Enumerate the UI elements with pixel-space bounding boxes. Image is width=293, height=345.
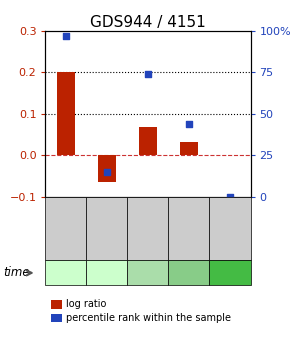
Text: time: time <box>3 266 30 279</box>
Bar <box>180 141 198 155</box>
Text: 0 d: 0 d <box>57 268 75 278</box>
Point <box>105 169 109 175</box>
Text: 1 d: 1 d <box>98 268 116 278</box>
Bar <box>139 127 157 155</box>
Text: GSM13766: GSM13766 <box>103 205 111 252</box>
Text: GSM13764: GSM13764 <box>62 205 70 252</box>
Text: 4 d: 4 d <box>139 268 157 278</box>
Point <box>64 33 68 39</box>
Bar <box>98 155 116 182</box>
Text: GSM13770: GSM13770 <box>185 205 193 252</box>
Point <box>228 194 232 199</box>
Text: GSM13772: GSM13772 <box>226 205 234 252</box>
Point <box>146 71 150 77</box>
Title: GDS944 / 4151: GDS944 / 4151 <box>90 15 206 30</box>
Point <box>187 121 191 127</box>
Text: log ratio: log ratio <box>66 299 106 309</box>
Bar <box>57 72 75 155</box>
Text: 6 d: 6 d <box>180 268 198 278</box>
Text: 14 d: 14 d <box>218 268 242 278</box>
Text: GSM13768: GSM13768 <box>144 205 152 252</box>
Text: percentile rank within the sample: percentile rank within the sample <box>66 313 231 323</box>
